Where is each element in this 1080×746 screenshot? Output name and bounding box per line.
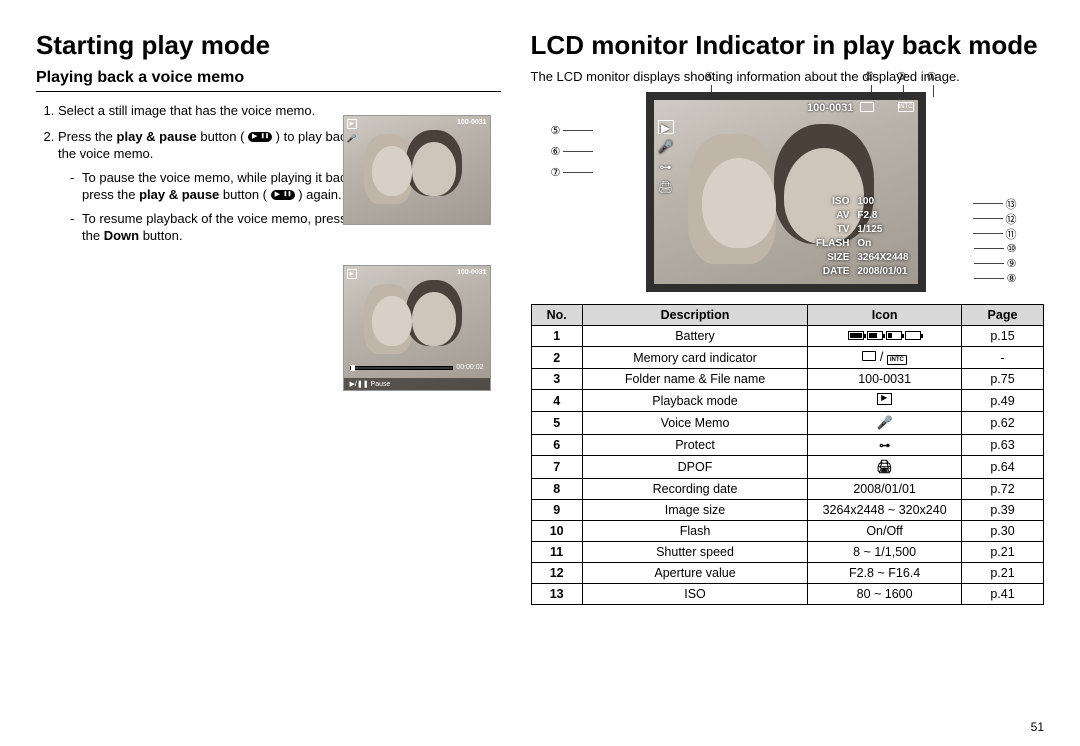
callout-11: ⑪	[1006, 226, 1017, 242]
table-row: 12Aperture valueF2.8 ~ F16.4p.21	[531, 563, 1043, 584]
callout-12: ⑫	[1006, 211, 1017, 227]
right-intro: The LCD monitor displays shooting inform…	[531, 69, 1044, 84]
callouts-left: ⑤ ⑥ ⑦	[551, 120, 594, 183]
thumb2-file: 100-0031	[457, 269, 487, 276]
callout-9: ⑨	[1007, 257, 1017, 270]
step-1: Select a still image that has the voice …	[58, 102, 366, 120]
callout-6: ⑥	[551, 145, 561, 158]
callout-5: ⑤	[551, 124, 561, 137]
callouts-right: ⑬ ⑫ ⑪ ⑩ ⑨ ⑧	[973, 196, 1017, 286]
table-row: 10FlashOn/Offp.30	[531, 521, 1043, 542]
thumb-time: 00:00:02	[456, 364, 483, 371]
play-mode-icon: ▶	[347, 119, 357, 129]
callout-10: ⑩	[1007, 242, 1017, 255]
callout-4: ④	[705, 70, 715, 83]
left-heading: Starting play mode	[36, 30, 501, 61]
lcd-file-label: 100-0031	[807, 102, 854, 114]
right-column: LCD monitor Indicator in play back mode …	[531, 30, 1044, 726]
battery-icon	[860, 102, 874, 112]
playback-mode-icon: ▶	[658, 120, 674, 134]
voice-memo-icon: 🎤	[658, 140, 674, 154]
lcd-diagram: ④ ③ ② ① ⑤ ⑥ ⑦ ⑬ ⑫ ⑪ ⑩ ⑨ ⑧	[601, 92, 971, 292]
play-mode-icon: ▶	[347, 269, 357, 279]
protect-icon: ⊶	[658, 160, 674, 174]
b2-bold: Down	[104, 228, 139, 243]
table-row: 11Shutter speed8 ~ 1/1,500p.21	[531, 542, 1043, 563]
left-subheading: Playing back a voice memo	[36, 69, 501, 92]
right-heading: LCD monitor Indicator in play back mode	[531, 30, 1044, 61]
dpof-icon: 🖨	[658, 180, 674, 194]
callout-1: ①	[927, 70, 937, 83]
thumbnail-1: ▶ 100-0031 🎤	[343, 115, 491, 225]
callout-2: ②	[897, 70, 907, 83]
callout-13: ⑬	[1006, 196, 1017, 212]
left-column: Starting play mode Playing back a voice …	[36, 30, 501, 726]
table-row: 7DPOF🖨p.64	[531, 456, 1043, 479]
table-row: 4Playback modep.49	[531, 390, 1043, 412]
steps-list: Select a still image that has the voice …	[36, 102, 366, 245]
lcd-info-block: ISO100AVF2.8TV1/125FLASHOnSIZE3264X2448D…	[811, 194, 914, 280]
step-2-bold: play & pause	[117, 129, 197, 144]
table-row: 3Folder name & File name100-0031p.75	[531, 369, 1043, 390]
b2-b: button.	[139, 228, 182, 243]
step-2-a: Press the	[58, 129, 117, 144]
step-2: Press the play & pause button ( ) to pla…	[58, 128, 366, 245]
play-pause-icon	[248, 132, 272, 142]
step-2-b: button (	[197, 129, 248, 144]
table-row: 1Batteryp.15	[531, 326, 1043, 347]
step-1-text: Select a still image that has the voice …	[58, 103, 315, 118]
b1-c: ) again.	[295, 187, 342, 202]
table-row: 13ISO80 ~ 1600p.41	[531, 584, 1043, 605]
bullet-2: To resume playback of the voice memo, pr…	[70, 210, 366, 245]
mic-icon: 🎤	[347, 134, 357, 143]
play-pause-icon	[271, 190, 295, 200]
table-row: 8Recording date2008/01/01p.72	[531, 479, 1043, 500]
thumb-pause-label: ▶/❚❚ Pause	[344, 378, 490, 390]
thumb1-file: 100-0031	[457, 119, 487, 126]
page-number: 51	[1031, 720, 1044, 734]
table-row: 5Voice Memo🎤p.62	[531, 412, 1043, 435]
progress-bar: 00:00:02	[350, 364, 484, 371]
thumbnail-2: ▶ 100-0031 00:00:02 ▶/❚❚ Pause	[343, 265, 491, 391]
lcd-screen: 100-0031 INTC ▶ 🎤 ⊶ 🖨 ISO100AVF2.8TV1/12…	[646, 92, 926, 292]
table-row: 6Protect⊶p.63	[531, 435, 1043, 456]
callout-3: ③	[865, 70, 875, 83]
b1-b: button (	[219, 187, 270, 202]
b1-bold: play & pause	[139, 187, 219, 202]
callout-7: ⑦	[551, 166, 561, 179]
intc-icon: INTC	[898, 102, 914, 112]
sub-list: To pause the voice memo, while playing i…	[58, 169, 366, 245]
table-row: 9Image size3264x2448 ~ 320x240p.39	[531, 500, 1043, 521]
bullet-1: To pause the voice memo, while playing i…	[70, 169, 366, 204]
callout-8: ⑧	[1007, 272, 1017, 285]
table-row: 2Memory card indicator / INTC-	[531, 347, 1043, 369]
indicator-table: No.DescriptionIconPage 1Batteryp.152Memo…	[531, 304, 1044, 605]
